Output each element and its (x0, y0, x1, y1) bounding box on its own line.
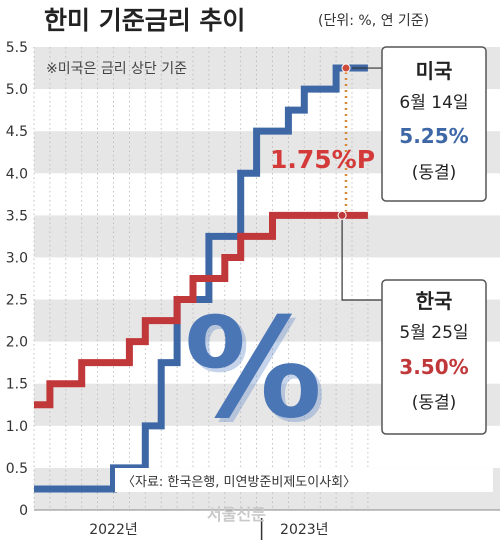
y-tick-label: 0 (19, 503, 28, 519)
chart-note: ※미국은 금리 상단 기준 (46, 61, 187, 77)
y-tick-label: 5.5 (6, 40, 28, 56)
us-callout-rate: 5.25% (399, 124, 468, 148)
source-background (115, 468, 493, 492)
y-tick-label: 3.0 (6, 250, 28, 266)
gridlines (33, 47, 500, 511)
y-tick-label: 4.0 (6, 166, 28, 182)
korea-rate-line (34, 211, 368, 409)
us-callout-status: (동결) (412, 163, 457, 183)
us-marker-dot (341, 63, 351, 73)
korea-callout-rate: 3.50% (399, 355, 468, 379)
y-tick-label: 0.5 (6, 461, 28, 477)
unit-note: (단위: %, 연 기준) (318, 13, 429, 29)
y-tick-label: 3.5 (6, 208, 28, 224)
korea-callout-date: 5월 25일 (399, 323, 468, 343)
series-lines (34, 64, 368, 493)
percent-symbol: % (184, 288, 322, 449)
korea-callout-country: 한국 (416, 289, 453, 313)
chart-title: 한미 기준금리 추이 (44, 6, 245, 35)
y-tick-label: 4.5 (6, 124, 28, 140)
y-tick-label: 5.0 (6, 82, 28, 98)
y-tick-label: 1.5 (6, 377, 28, 393)
y-tick-label: 2.0 (6, 335, 28, 351)
us-rate-line (34, 64, 368, 493)
watermark: 서울신문 (207, 505, 266, 524)
us-callout: 미국 6월 14일 5.25% (동결) (381, 46, 487, 202)
y-tick-label: 2.5 (6, 293, 28, 309)
callout-guides (337, 63, 382, 301)
us-callout-box (381, 46, 487, 202)
y-tick-label: 1.0 (6, 419, 28, 435)
korea-marker-dot (337, 210, 347, 220)
x-tick-label: 2023년 (280, 522, 329, 538)
korea-callout-leader (341, 215, 382, 301)
korea-callout-status: (동결) (412, 393, 457, 413)
x-tick-label: 2022년 (89, 522, 138, 538)
korea-callout-box (381, 279, 487, 435)
percent-symbol-shadow: % (188, 292, 326, 453)
x-axis-ticks: 2022년 2023년 (89, 518, 329, 540)
korea-callout: 한국 5월 25일 3.50% (동결) (381, 279, 487, 435)
us-callout-country: 미국 (416, 59, 453, 83)
us-callout-date: 6월 14일 (399, 93, 468, 113)
source-note: 〈자료: 한국은행, 미연방준비제도이사회〉 (122, 474, 356, 490)
spread-label: 1.75%P (270, 145, 375, 174)
y-axis-ticks: 0 0.5 1.0 1.5 2.0 2.5 3.0 3.5 4.0 4.5 5.0 5.5 (6, 40, 28, 519)
